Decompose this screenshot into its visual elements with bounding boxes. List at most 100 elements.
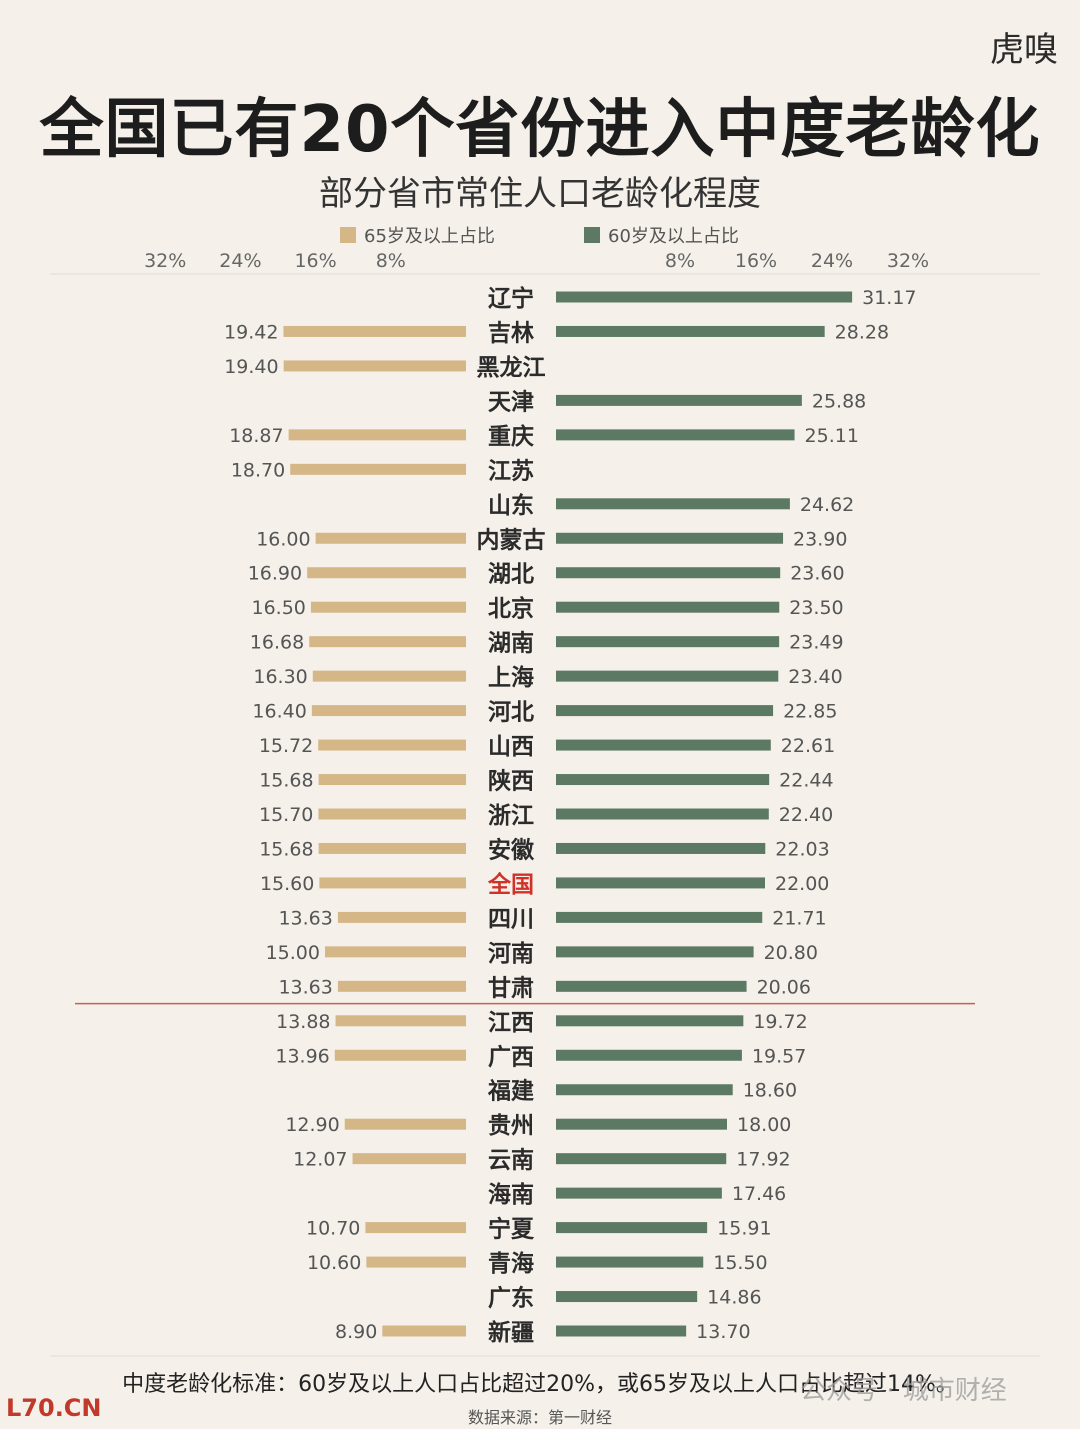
category-label: 湖北	[488, 562, 534, 588]
category-label: 甘肃	[488, 975, 534, 1001]
bar-65plus	[315, 532, 466, 544]
bar-60plus	[556, 1084, 733, 1096]
bar-60plus	[556, 325, 825, 337]
bar-65plus	[352, 1153, 466, 1165]
category-label: 吉林	[488, 319, 534, 346]
bar-60plus	[556, 567, 781, 579]
category-label: 山东	[488, 492, 534, 519]
value-label-60plus: 18.60	[743, 1080, 797, 1102]
bar-65plus	[318, 842, 466, 854]
bar-65plus	[319, 877, 466, 889]
value-label-60plus: 15.50	[713, 1252, 767, 1274]
value-label-65plus: 10.70	[306, 1218, 360, 1240]
category-label: 北京	[488, 595, 534, 622]
bar-60plus	[556, 601, 780, 613]
bar-65plus	[318, 739, 466, 751]
bar-65plus	[366, 1256, 466, 1268]
value-label-65plus: 16.90	[248, 563, 302, 585]
watermark-right: 公众号 · 城市财经	[800, 1376, 1007, 1406]
value-label-60plus: 21.71	[772, 907, 826, 929]
category-label: 新疆	[488, 1319, 534, 1346]
bar-65plus	[307, 567, 466, 579]
value-label-60plus: 23.50	[789, 597, 843, 619]
value-label-60plus: 22.03	[775, 838, 829, 860]
left-tick-label: 24%	[219, 250, 261, 272]
bar-65plus	[312, 670, 466, 682]
bar-65plus	[325, 946, 466, 958]
category-label: 安徽	[488, 836, 535, 863]
page-title: 全国已有20个省份进入中度老龄化	[39, 93, 1041, 167]
bar-65plus	[344, 1118, 466, 1130]
category-label: 浙江	[488, 803, 534, 829]
bar-60plus	[556, 1015, 744, 1027]
value-label-60plus: 23.40	[788, 666, 842, 688]
category-label: 四川	[488, 906, 534, 932]
value-label-65plus: 8.90	[335, 1321, 377, 1343]
bar-65plus	[288, 429, 466, 441]
bar-60plus	[556, 291, 853, 303]
value-label-65plus: 15.72	[259, 735, 313, 757]
bar-60plus	[556, 1222, 708, 1234]
value-label-65plus: 15.68	[259, 770, 313, 792]
value-label-60plus: 17.46	[732, 1183, 786, 1205]
legend-item-65plus: 65岁及以上占比	[340, 222, 495, 248]
right-tick-label: 32%	[887, 250, 929, 272]
bar-60plus	[556, 808, 769, 820]
bar-60plus	[556, 1256, 704, 1268]
value-label-60plus: 28.28	[835, 321, 889, 343]
value-label-60plus: 14.86	[707, 1287, 761, 1309]
bar-60plus	[556, 429, 795, 441]
value-label-60plus: 19.57	[752, 1045, 806, 1067]
bar-65plus	[310, 601, 466, 613]
value-label-60plus: 22.85	[783, 701, 837, 723]
bar-60plus	[556, 980, 747, 992]
category-label: 山西	[488, 734, 534, 760]
category-label: 青海	[488, 1250, 534, 1277]
bar-65plus	[283, 325, 466, 337]
value-label-65plus: 13.88	[276, 1011, 330, 1033]
value-label-65plus: 16.30	[253, 666, 307, 688]
value-label-65plus: 15.60	[260, 873, 314, 895]
bar-65plus	[337, 980, 466, 992]
value-label-65plus: 13.63	[278, 976, 332, 998]
bar-65plus	[382, 1325, 466, 1337]
value-label-60plus: 19.72	[753, 1011, 807, 1033]
watermark-left: L70.CN	[6, 1394, 102, 1422]
category-label: 海南	[488, 1181, 534, 1208]
brand-logo: 虎嗅	[990, 30, 1058, 70]
value-label-60plus: 25.88	[812, 390, 866, 412]
bar-65plus	[335, 1015, 466, 1027]
value-label-65plus: 16.00	[256, 528, 310, 550]
value-label-60plus: 13.70	[696, 1321, 750, 1343]
value-label-65plus: 16.68	[250, 632, 304, 654]
category-label: 江西	[488, 1010, 534, 1036]
legend-label-60plus: 60岁及以上占比	[608, 226, 739, 247]
value-label-65plus: 18.87	[229, 425, 283, 447]
bar-60plus	[556, 946, 754, 958]
value-label-65plus: 16.40	[252, 701, 306, 723]
bar-60plus	[556, 705, 774, 717]
bar-60plus	[556, 774, 770, 786]
category-label: 江苏	[488, 458, 534, 484]
left-tick-label: 8%	[376, 250, 406, 272]
value-label-65plus: 15.70	[259, 804, 313, 826]
bar-60plus	[556, 739, 771, 751]
right-tick-label: 24%	[811, 250, 853, 272]
bar-60plus	[556, 1153, 727, 1165]
legend-swatch-green	[584, 227, 600, 243]
value-label-65plus: 12.07	[293, 1149, 347, 1171]
bar-60plus	[556, 911, 763, 923]
value-label-60plus: 22.00	[775, 873, 829, 895]
category-label: 河南	[488, 941, 534, 967]
category-label: 贵州	[488, 1113, 534, 1139]
category-label: 广东	[488, 1285, 534, 1312]
value-label-65plus: 19.40	[224, 356, 278, 378]
footer-note: 中度老龄化标准：60岁及以上人口占比超过20%，或65岁及以上人口占比超过14%…	[122, 1372, 958, 1397]
value-label-60plus: 18.00	[737, 1114, 791, 1136]
footer-source: 数据来源：第一财经	[467, 1408, 612, 1427]
category-label: 云南	[488, 1148, 534, 1174]
left-tick-label: 16%	[294, 250, 336, 272]
category-label: 天津	[488, 388, 534, 415]
bar-65plus	[318, 774, 466, 786]
